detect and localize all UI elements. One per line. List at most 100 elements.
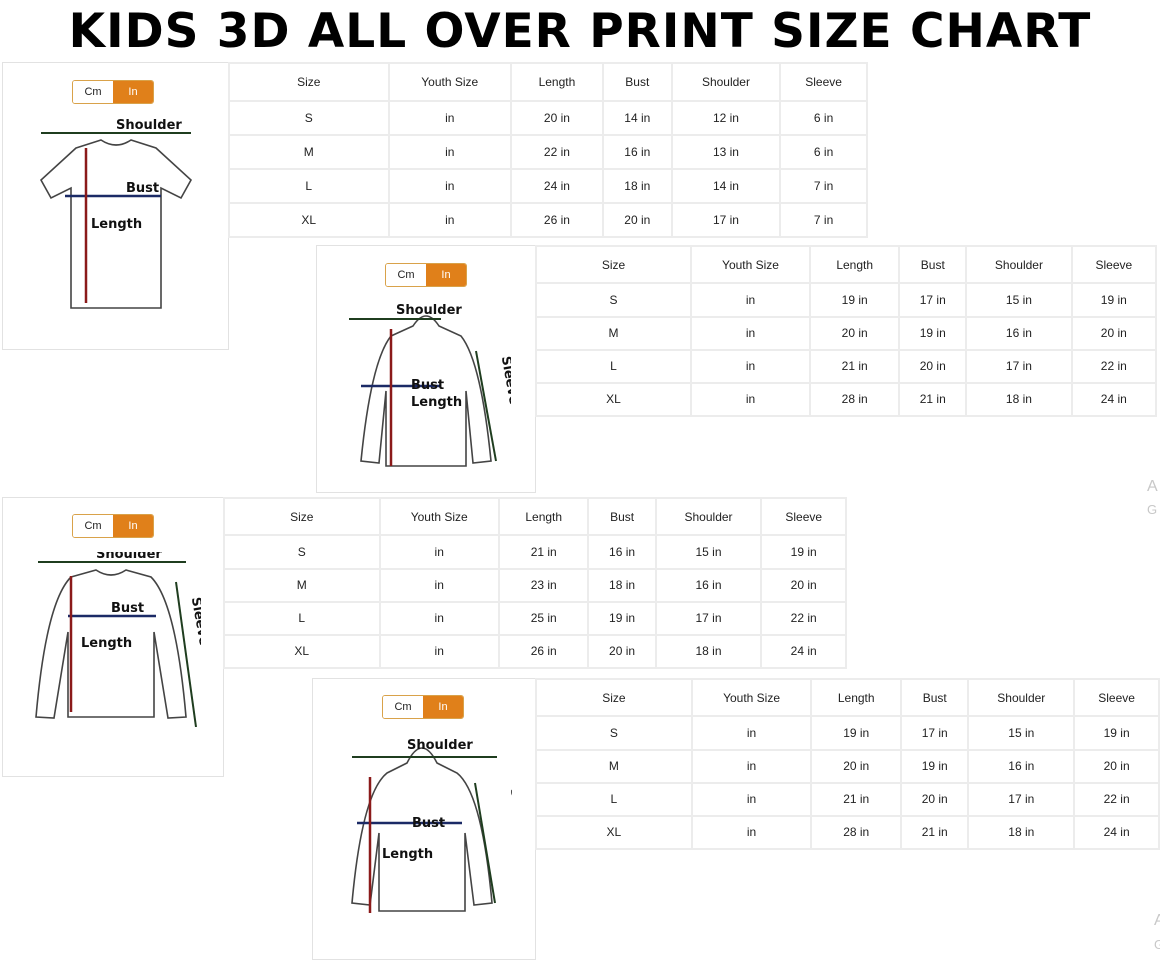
table-cell: 19 in [587, 600, 657, 636]
table-cell: 21 in [810, 781, 903, 817]
table-cell: 24 in [1073, 814, 1160, 851]
table-cell: 20 in [1070, 315, 1158, 351]
table-cell: 22 in [509, 134, 604, 171]
length-label: Length [81, 636, 132, 651]
table-cell: 17 in [967, 781, 1076, 817]
table-cell: in [690, 715, 813, 751]
column-header: Shoulder [965, 244, 1073, 285]
table-cell: 19 in [810, 715, 903, 751]
table-cell: 16 in [967, 748, 1076, 784]
table-cell: 24 in [509, 168, 604, 205]
table-cell: in [689, 381, 812, 418]
table-cell: 28 in [809, 381, 901, 418]
table-cell: 20 in [1073, 748, 1160, 784]
table-header-row: Size Youth Size Length Bust Shoulder Sleeve [535, 244, 1158, 285]
column-header: Bust [587, 496, 657, 537]
table-cell: M [228, 134, 390, 171]
unit-in-button[interactable]: In [113, 81, 153, 103]
table-cell: L [535, 781, 693, 817]
unit-cm-button[interactable]: Cm [383, 696, 423, 718]
table-cell: 16 in [965, 315, 1073, 351]
table-cell: 25 in [497, 600, 590, 636]
table-cell: in [690, 748, 813, 784]
sleeve-label: Sleeve [506, 787, 511, 838]
watermark-text: A [1154, 912, 1160, 929]
unit-cm-button[interactable]: Cm [73, 81, 113, 103]
column-header: Length [809, 244, 901, 285]
table-cell: 6 in [779, 134, 868, 171]
table-cell: XL [535, 381, 692, 418]
unit-cm-button[interactable]: Cm [386, 264, 426, 286]
garment-outline [34, 569, 187, 719]
t-shirt-illustration: Shoulder Bust Length [39, 118, 192, 309]
table-cell: 18 in [587, 567, 657, 603]
table-cell: XL [535, 814, 693, 851]
table-cell: in [378, 600, 500, 636]
table-cell: 14 in [601, 100, 673, 137]
shoulder-label: Shoulder [96, 552, 162, 562]
table-cell: in [378, 567, 500, 603]
table-cell: 19 in [1070, 282, 1158, 318]
table-cell: 23 in [497, 567, 590, 603]
column-header: Bust [900, 677, 970, 718]
shoulder-label: Shoulder [407, 738, 473, 753]
table-row: XL in 26 in 20 in 18 in 24 in [223, 633, 847, 670]
watermark-text: G [1147, 502, 1158, 517]
table-row: XL in 26 in 20 in 17 in 7 in [228, 202, 868, 238]
table-cell: 19 in [1073, 715, 1160, 751]
watermark-text: A [1147, 478, 1158, 495]
unit-toggle[interactable]: Cm In [72, 514, 154, 538]
table-row: XL in 28 in 21 in 18 in 24 in [535, 814, 1160, 851]
length-label: Length [382, 847, 433, 862]
garment-outline [350, 747, 493, 912]
table-cell: in [378, 534, 500, 570]
sleeve-label: Sleeve [498, 355, 511, 406]
column-header: Youth Size [689, 244, 812, 285]
unit-in-button[interactable]: In [426, 264, 466, 286]
unit-in-button[interactable]: In [423, 696, 463, 718]
column-header: Sleeve [1073, 677, 1160, 718]
table-cell: 19 in [809, 282, 901, 318]
table-cell: 20 in [810, 748, 903, 784]
unit-in-button[interactable]: In [113, 515, 153, 537]
table-cell: 22 in [760, 600, 847, 636]
table-header-row: Size Youth Size Length Bust Shoulder Sleeve [223, 496, 847, 537]
unit-toggle[interactable]: Cm In [382, 695, 464, 719]
table-cell: XL [228, 202, 390, 238]
table-cell: 26 in [509, 202, 604, 238]
bust-label: Bust [411, 378, 444, 393]
column-header: Shoulder [670, 61, 782, 103]
table-cell: 20 in [809, 315, 901, 351]
table-cell: 20 in [587, 633, 657, 670]
table-cell: 22 in [1070, 348, 1158, 384]
unit-toggle[interactable]: Cm In [72, 80, 154, 104]
table-cell: 15 in [965, 282, 1073, 318]
table-cell: 21 in [898, 381, 968, 418]
unit-cm-button[interactable]: Cm [73, 515, 113, 537]
table-cell: L [535, 348, 692, 384]
table-cell: 21 in [497, 534, 590, 570]
sleeve-label: Sleeve [187, 596, 200, 647]
unit-toggle[interactable]: Cm In [385, 263, 467, 287]
table-cell: 13 in [670, 134, 782, 171]
table-cell: 17 in [654, 600, 763, 636]
table-cell: 7 in [779, 202, 868, 238]
sleeve-arrow [475, 350, 497, 462]
table-cell: 16 in [654, 567, 763, 603]
column-header: Youth Size [378, 496, 500, 537]
table-cell: in [689, 282, 812, 318]
table-cell: in [689, 315, 812, 351]
table-cell: 6 in [779, 100, 868, 137]
bust-label: Bust [126, 181, 159, 196]
table-cell: 20 in [900, 781, 970, 817]
table-cell: in [689, 348, 812, 384]
column-header: Length [497, 496, 590, 537]
table-cell: S [223, 534, 381, 570]
table-cell: 7 in [779, 168, 868, 205]
column-header: Size [228, 61, 390, 103]
